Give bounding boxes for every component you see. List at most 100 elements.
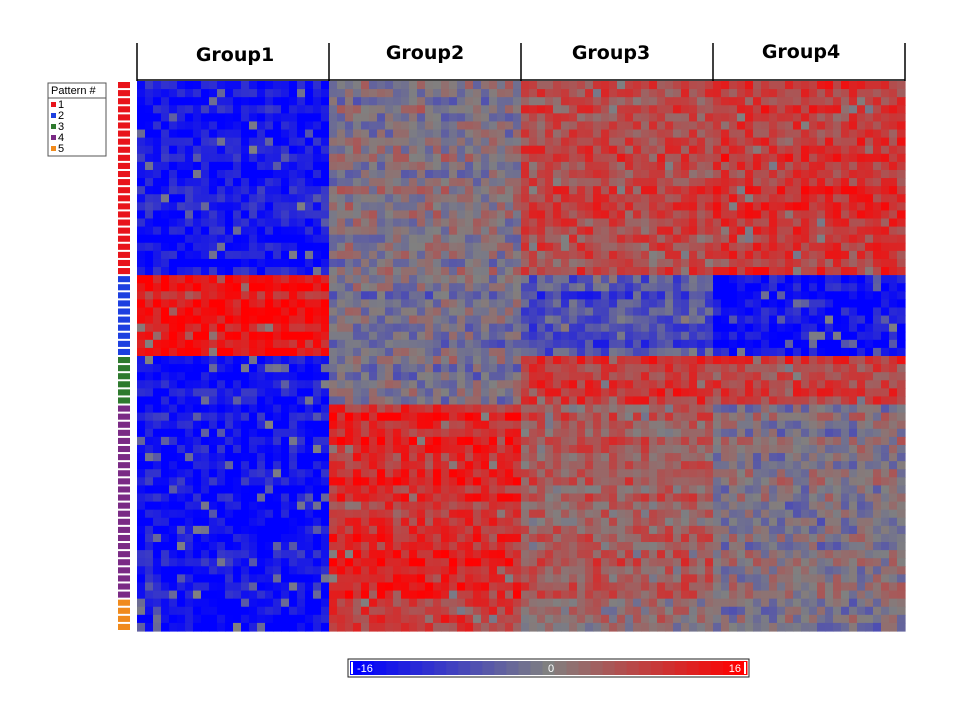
heatmap-cell xyxy=(401,356,410,365)
heatmap-cell xyxy=(505,331,514,341)
heatmap-cell xyxy=(609,169,618,179)
heatmap-cell xyxy=(641,404,650,414)
heatmap-cell xyxy=(369,275,378,284)
heatmap-cell xyxy=(585,169,594,179)
heatmap-cell xyxy=(145,210,154,220)
heatmap-cell xyxy=(793,169,802,179)
heatmap-cell xyxy=(385,258,394,268)
heatmap-cell xyxy=(153,299,162,309)
heatmap-cell xyxy=(169,356,178,365)
heatmap-cell xyxy=(353,412,362,422)
heatmap-cell xyxy=(633,315,642,325)
heatmap-cell xyxy=(705,202,714,212)
heatmap-cell xyxy=(153,169,162,179)
heatmap-cell xyxy=(633,461,642,470)
heatmap-cell xyxy=(321,81,330,90)
heatmap-cell xyxy=(593,396,602,406)
heatmap-cell xyxy=(673,356,682,365)
heatmap-cell xyxy=(353,477,362,487)
heatmap-cell xyxy=(817,356,826,365)
heatmap-cell xyxy=(329,372,338,381)
heatmap-cell xyxy=(425,89,434,98)
heatmap-cell xyxy=(361,291,370,300)
heatmap-cell xyxy=(521,444,530,454)
heatmap-cell xyxy=(305,315,314,325)
heatmap-cell xyxy=(833,258,842,268)
heatmap-cell xyxy=(257,453,266,462)
heatmap-cell xyxy=(689,315,698,325)
heatmap-cell xyxy=(281,372,290,381)
heatmap-cell xyxy=(753,323,762,333)
heatmap-cell xyxy=(833,485,842,495)
heatmap-cell xyxy=(649,388,658,398)
heatmap-cell xyxy=(217,388,226,398)
heatmap-cell xyxy=(633,137,642,147)
heatmap-cell xyxy=(769,291,778,300)
heatmap-cell xyxy=(145,412,154,422)
heatmap-cell xyxy=(257,347,266,357)
heatmap-cell xyxy=(625,161,634,171)
heatmap-cell xyxy=(537,291,546,300)
heatmap-cell xyxy=(145,137,154,147)
heatmap-cell xyxy=(889,396,898,406)
heatmap-cell xyxy=(529,364,538,373)
heatmap-cell xyxy=(233,194,242,203)
heatmap-cell xyxy=(265,202,274,212)
heatmap-cell xyxy=(689,242,698,252)
heatmap-cell xyxy=(193,275,202,284)
heatmap-cell xyxy=(297,404,306,414)
heatmap-cell xyxy=(857,291,866,300)
heatmap-cell xyxy=(633,477,642,487)
heatmap-cell xyxy=(553,81,562,90)
heatmap-cell xyxy=(857,331,866,341)
heatmap-cell xyxy=(721,267,730,276)
heatmap-cell xyxy=(417,210,426,220)
heatmap-cell xyxy=(337,299,346,309)
heatmap-cell xyxy=(633,364,642,373)
heatmap-cell xyxy=(729,339,738,349)
heatmap-cell xyxy=(641,81,650,90)
heatmap-cell xyxy=(737,267,746,276)
heatmap-cell xyxy=(401,145,410,155)
heatmap-cell xyxy=(737,412,746,422)
heatmap-cell xyxy=(889,178,898,187)
heatmap-cell xyxy=(209,404,218,414)
heatmap-cell xyxy=(657,234,666,244)
heatmap-cell xyxy=(409,339,418,349)
heatmap-cell xyxy=(753,178,762,187)
heatmap-cell xyxy=(369,226,378,236)
heatmap-cell xyxy=(833,161,842,171)
heatmap-cell xyxy=(313,477,322,487)
heatmap-cell xyxy=(401,315,410,325)
heatmap-cell xyxy=(345,291,354,300)
heatmap-cell xyxy=(849,323,858,333)
heatmap-cell xyxy=(577,161,586,171)
heatmap-cell xyxy=(681,161,690,171)
heatmap-cell xyxy=(465,202,474,212)
heatmap-cell xyxy=(561,178,570,187)
heatmap-cell xyxy=(281,364,290,373)
heatmap-cell xyxy=(441,444,450,454)
heatmap-cell xyxy=(513,145,522,155)
heatmap-cell xyxy=(529,89,538,98)
heatmap-cell xyxy=(881,299,890,309)
heatmap-cell xyxy=(553,485,562,495)
heatmap-cell xyxy=(641,315,650,325)
heatmap-cell xyxy=(409,89,418,98)
heatmap-cell xyxy=(337,444,346,454)
heatmap-cell xyxy=(217,129,226,139)
heatmap-cell xyxy=(177,81,186,90)
heatmap-cell xyxy=(825,396,834,406)
heatmap-cell xyxy=(561,105,570,114)
heatmap-cell xyxy=(537,339,546,349)
heatmap-cell xyxy=(657,364,666,373)
heatmap-cell xyxy=(409,234,418,244)
heatmap-cell xyxy=(729,364,738,373)
heatmap-cell xyxy=(833,89,842,98)
heatmap-cell xyxy=(641,339,650,349)
heatmap-cell xyxy=(513,485,522,495)
heatmap-cell xyxy=(777,469,786,478)
heatmap-cell xyxy=(425,469,434,478)
heatmap-cell xyxy=(369,258,378,268)
heatmap-cell xyxy=(305,218,314,228)
